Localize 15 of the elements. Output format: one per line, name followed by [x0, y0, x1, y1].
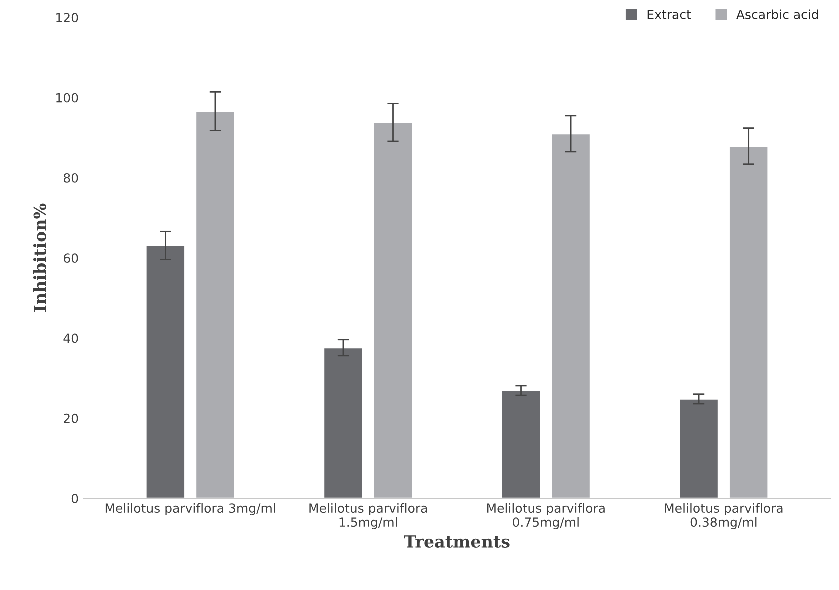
- y-tick-label: 40: [64, 334, 78, 344]
- x-tick-label: Melilotus parviflora 0.38mg/ml: [665, 503, 783, 530]
- y-tick-label: 80: [64, 173, 78, 183]
- x-tick-label: Melilotus parviflora 1.5mg/ml: [310, 503, 428, 530]
- legend-label: Extract: [648, 10, 692, 20]
- y-tick-label: 20: [64, 414, 78, 424]
- legend-label: Ascarbic acid: [736, 10, 818, 20]
- x-tick-label: Melilotus parviflora 0.75mg/ml: [487, 503, 605, 530]
- y-tick-label: 100: [56, 93, 78, 103]
- x-axis-title: Treatments: [404, 536, 510, 548]
- y-tick-label: 120: [56, 13, 78, 23]
- x-tick-label: Melilotus parviflora 3mg/ml: [106, 503, 276, 516]
- y-tick-label: 60: [64, 254, 78, 264]
- y-axis-title: Inhibition%: [33, 204, 46, 312]
- y-tick-label: 0: [72, 494, 78, 504]
